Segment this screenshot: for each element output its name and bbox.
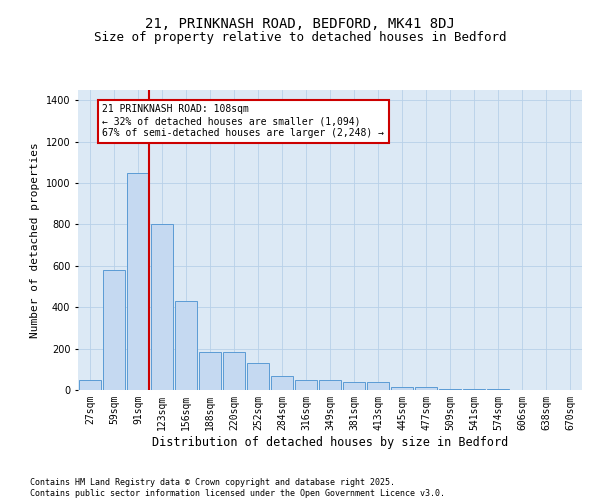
- Text: 21 PRINKNASH ROAD: 108sqm
← 32% of detached houses are smaller (1,094)
67% of se: 21 PRINKNASH ROAD: 108sqm ← 32% of detac…: [103, 104, 385, 138]
- Bar: [367, 382, 389, 390]
- Bar: [391, 387, 413, 390]
- Text: 21, PRINKNASH ROAD, BEDFORD, MK41 8DJ: 21, PRINKNASH ROAD, BEDFORD, MK41 8DJ: [145, 18, 455, 32]
- Bar: [439, 389, 461, 390]
- Bar: [127, 173, 149, 390]
- Text: Contains HM Land Registry data © Crown copyright and database right 2025.
Contai: Contains HM Land Registry data © Crown c…: [30, 478, 445, 498]
- Bar: [151, 224, 173, 390]
- Bar: [271, 376, 293, 390]
- Bar: [463, 389, 485, 390]
- Bar: [319, 380, 341, 390]
- Bar: [343, 382, 365, 390]
- Bar: [199, 352, 221, 390]
- Bar: [103, 270, 125, 390]
- Bar: [295, 380, 317, 390]
- Bar: [247, 363, 269, 390]
- Text: Size of property relative to detached houses in Bedford: Size of property relative to detached ho…: [94, 31, 506, 44]
- Bar: [223, 352, 245, 390]
- X-axis label: Distribution of detached houses by size in Bedford: Distribution of detached houses by size …: [152, 436, 508, 448]
- Bar: [79, 380, 101, 390]
- Bar: [415, 387, 437, 390]
- Y-axis label: Number of detached properties: Number of detached properties: [30, 142, 40, 338]
- Bar: [175, 301, 197, 390]
